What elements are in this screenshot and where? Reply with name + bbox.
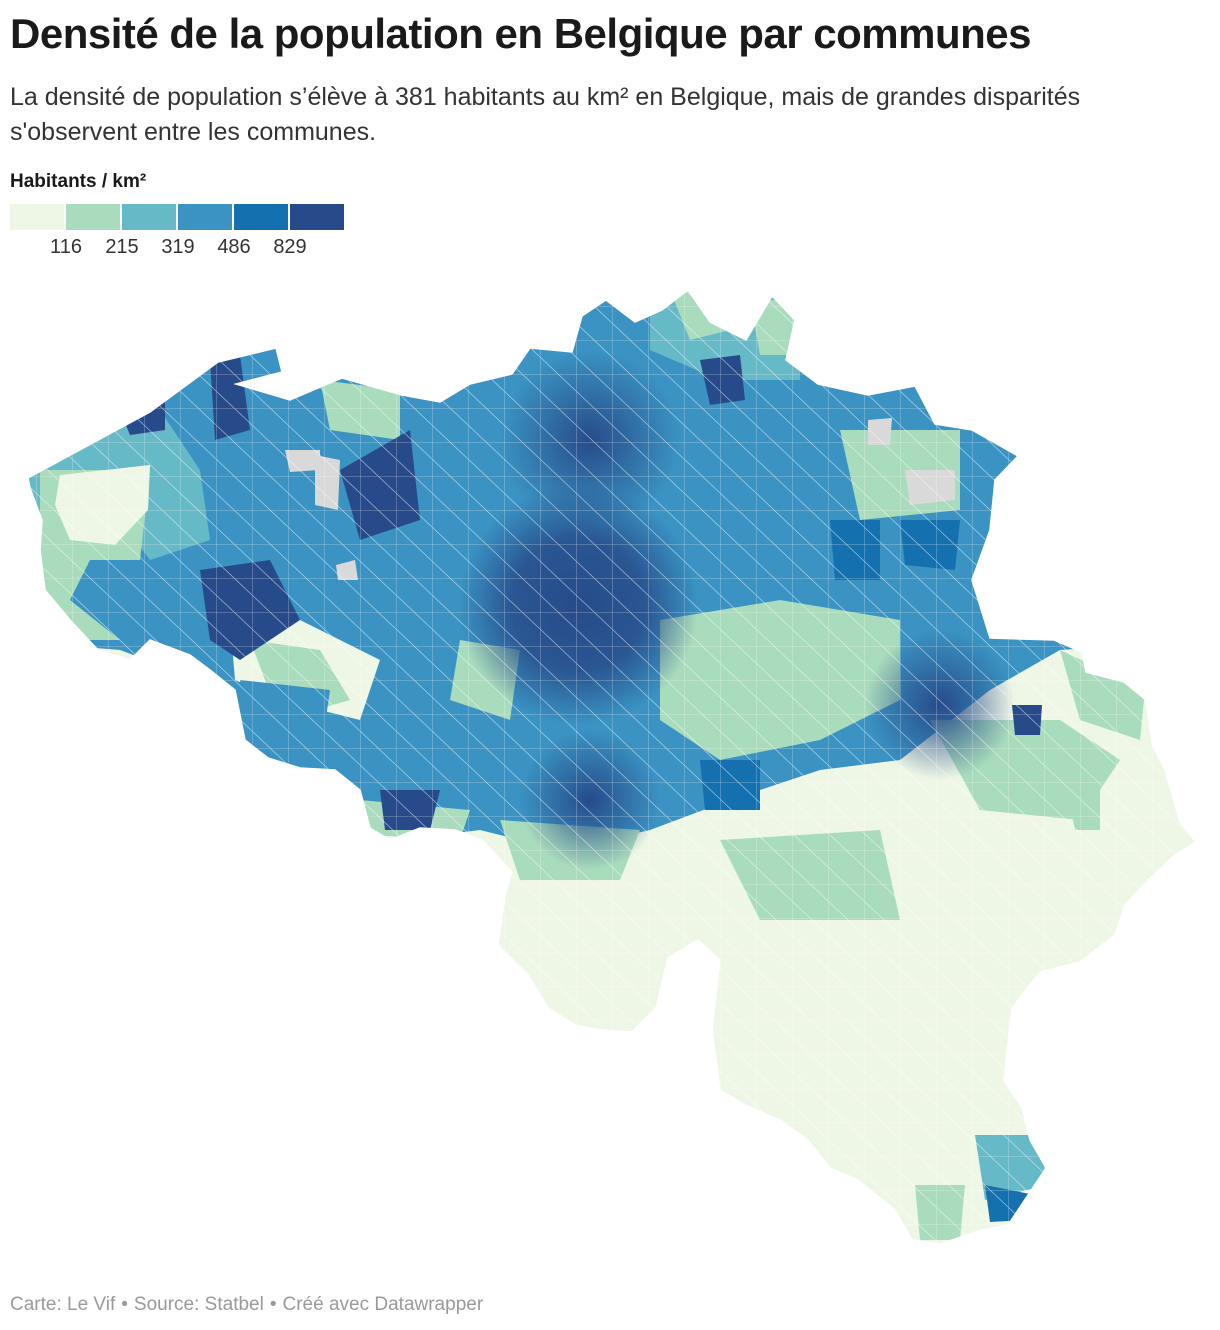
chart-subtitle: La densité de population s’élève à 381 h… [10,83,1081,146]
belgium-choropleth-map[interactable] [0,270,1220,1280]
legend-tick-label: 215 [105,236,139,258]
legend-tick-label: 319 [161,236,195,258]
legend-color-scale [10,204,346,230]
map-regions [28,290,1196,1244]
belgium-border [27,288,1198,1245]
legend-tick-label: 486 [217,236,251,258]
commune-boundaries [28,290,1196,1244]
source-credit: Source: Statbel [133,1294,264,1315]
legend-swatch-5 [234,204,288,230]
chart-title: Densité de la population en Belgique par… [10,10,1032,57]
legend-swatch-1 [10,204,64,230]
legend-swatch-2 [66,204,120,230]
legend-swatch-3 [122,204,176,230]
legend-title: Habitants / km² [10,171,147,192]
legend-tick-labels: 116 215 319 486 829 [10,236,346,260]
legend-tick-label: 116 [50,236,82,258]
tool-credit: Créé avec Datawrapper [282,1294,484,1315]
legend-swatch-6 [290,204,344,230]
map-credit: Carte: Le Vif [10,1294,116,1315]
legend-tick-label: 829 [273,236,307,258]
legend-swatch-4 [178,204,232,230]
footer-credits: Carte: Le Vif • Source: Statbel • Créé avec … [10,1294,484,1315]
